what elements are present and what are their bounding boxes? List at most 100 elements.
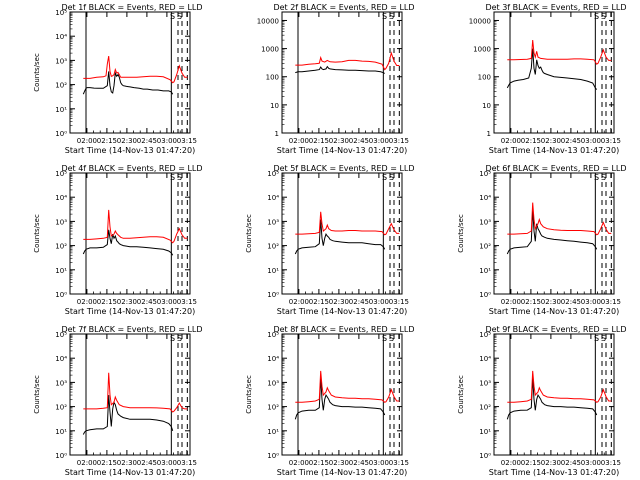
y-axis-label: Counts/sec <box>457 375 465 414</box>
x-tick-label: 03:15 <box>601 459 621 467</box>
y-tick-label: 10³ <box>55 218 67 226</box>
y-tick-label: 10² <box>55 243 67 251</box>
y-tick-label: 10⁴ <box>55 33 67 41</box>
plot-frame <box>69 172 191 295</box>
series-events-line <box>506 378 598 420</box>
y-tick-label: 10¹ <box>267 428 279 436</box>
x-tick-label: 03:00 <box>581 137 601 145</box>
series-events-line <box>82 395 174 435</box>
y-axis-label: Counts/sec <box>457 214 465 253</box>
x-tick-label: 02:45 <box>561 459 581 467</box>
plot-frame <box>281 11 403 134</box>
plot-frame <box>281 172 403 295</box>
saa-marker-label: S <box>177 334 182 343</box>
y-axis-label: Counts/sec <box>33 375 41 414</box>
y-tick-label: 100 <box>478 74 491 82</box>
saa-marker-label: S <box>594 173 599 182</box>
chart-panel-1: Det 1f BLACK = Events, RED = LLD 02:00 02:… <box>33 3 203 155</box>
y-tick-label: 10000 <box>469 17 491 25</box>
x-tick-label: 03:00 <box>369 298 389 306</box>
saa-marker-label: S <box>170 334 175 343</box>
x-tick-label: 03:15 <box>177 459 197 467</box>
x-axis-label: Start Time (14-Nov-13 01:47:20) <box>277 307 407 316</box>
x-tick-label: 03:15 <box>177 298 197 306</box>
saa-marker-label: S <box>601 173 606 182</box>
plot-frame <box>493 172 615 295</box>
series-lld-line <box>507 40 612 65</box>
y-tick-label: 10¹ <box>55 428 67 436</box>
saa-marker-label: S <box>382 334 387 343</box>
y-tick-label: 10² <box>55 82 67 90</box>
x-tick-label: 02:00 <box>77 137 97 145</box>
x-tick-label: 02:30 <box>117 459 137 467</box>
y-axis-label: Counts/sec <box>33 214 41 253</box>
x-tick-label: 02:30 <box>329 298 349 306</box>
saa-marker-label: S <box>389 334 394 343</box>
saa-marker-label: S <box>601 12 606 21</box>
series-events-line <box>294 219 386 255</box>
x-axis-label: Start Time (14-Nov-13 01:47:20) <box>489 307 619 316</box>
y-tick-label: 10¹ <box>479 267 491 275</box>
y-tick-label: 10⁵ <box>55 9 67 17</box>
chart-title: Det 1f BLACK = Events, RED = LLD <box>61 3 202 12</box>
saa-marker-label: S <box>177 173 182 182</box>
y-tick-label: 10 <box>270 102 279 110</box>
y-tick-label: 10¹ <box>55 267 67 275</box>
y-tick-label: 10⁴ <box>267 194 279 202</box>
series-lld-line <box>295 51 400 71</box>
y-tick-label: 10⁰ <box>55 130 67 138</box>
saa-marker-label: S <box>170 12 175 21</box>
x-tick-label: 02:30 <box>541 459 561 467</box>
x-axis-label: Start Time (14-Nov-13 01:47:20) <box>489 468 619 477</box>
plot-frame <box>493 11 615 134</box>
y-tick-label: 10⁵ <box>55 170 67 178</box>
y-tick-label: 100 <box>266 74 279 82</box>
x-tick-label: 02:30 <box>541 298 561 306</box>
x-tick-label: 02:30 <box>117 137 137 145</box>
series-events-line <box>294 378 386 420</box>
plot-frame <box>493 333 615 456</box>
y-tick-label: 10 <box>482 102 491 110</box>
chart-title: Det 9f BLACK = Events, RED = LLD <box>485 325 626 334</box>
y-tick-label: 10² <box>479 243 491 251</box>
y-tick-label: 1 <box>275 130 279 138</box>
x-tick-label: 03:15 <box>177 137 197 145</box>
chart-panel-9: Det 9f BLACK = Events, RED = LLD 02:00 02:… <box>457 325 627 477</box>
y-tick-label: 10⁰ <box>479 452 491 460</box>
series-events-line <box>506 209 598 255</box>
saa-marker-label: S <box>177 12 182 21</box>
y-tick-label: 10³ <box>267 218 279 226</box>
x-tick-label: 02:45 <box>137 137 157 145</box>
x-tick-label: 03:00 <box>369 137 389 145</box>
y-tick-label: 10⁴ <box>55 355 67 363</box>
y-tick-label: 10³ <box>55 57 67 65</box>
y-tick-label: 10⁴ <box>479 194 491 202</box>
chart-title: Det 2f BLACK = Events, RED = LLD <box>273 3 414 12</box>
x-axis-label: Start Time (14-Nov-13 01:47:20) <box>65 146 195 155</box>
y-tick-label: 10² <box>55 404 67 412</box>
x-axis-label: Start Time (14-Nov-13 01:47:20) <box>277 146 407 155</box>
x-tick-label: 02:00 <box>501 459 521 467</box>
x-tick-label: 02:00 <box>77 298 97 306</box>
y-axis-label: Counts/sec <box>245 214 253 253</box>
x-tick-label: 03:00 <box>157 137 177 145</box>
plot-frame <box>69 333 191 456</box>
x-tick-label: 02:00 <box>289 459 309 467</box>
series-lld-line <box>507 202 612 236</box>
x-tick-label: 02:15 <box>521 298 541 306</box>
chart-title: Det 4f BLACK = Events, RED = LLD <box>61 164 202 173</box>
series-events-line <box>82 229 174 256</box>
y-tick-label: 10² <box>267 243 279 251</box>
plot-frame <box>69 11 191 134</box>
x-tick-label: 02:30 <box>329 137 349 145</box>
series-lld-line <box>83 209 188 244</box>
x-tick-label: 02:00 <box>501 298 521 306</box>
y-tick-label: 10⁴ <box>267 355 279 363</box>
x-tick-label: 02:15 <box>521 137 541 145</box>
